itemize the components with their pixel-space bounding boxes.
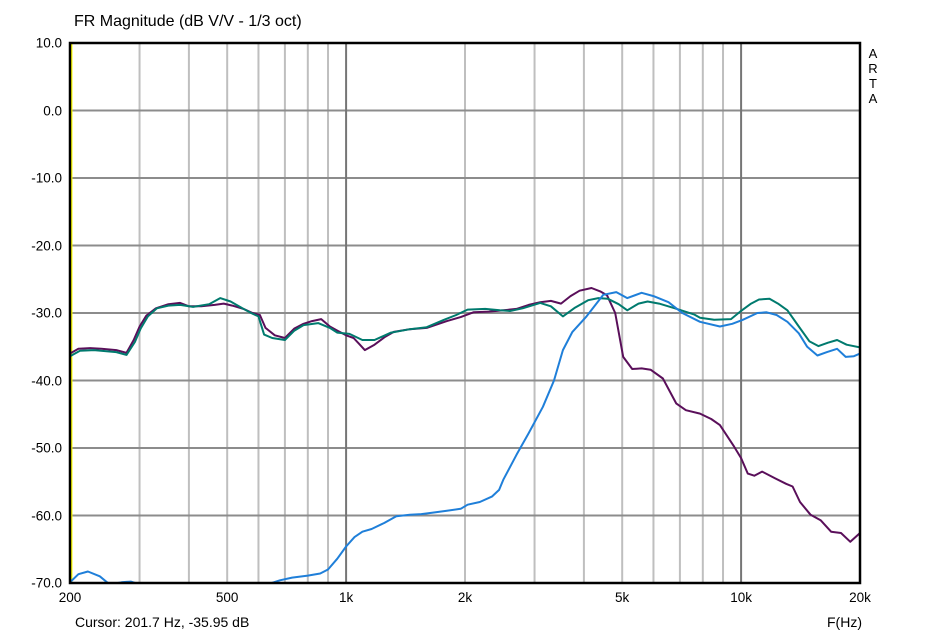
- y-tick-label: -20.0: [31, 238, 62, 253]
- y-tick-label: -10.0: [31, 170, 62, 186]
- y-tick-label: 0.0: [43, 103, 62, 118]
- frequency-axis-label: F(Hz): [827, 614, 862, 630]
- plot-border: [68, 41, 862, 585]
- x-tick-label: 20k: [849, 590, 871, 605]
- x-tick-label: 2k: [457, 590, 473, 605]
- x-tick-label: 1k: [338, 590, 354, 605]
- x-tick-label: 5k: [615, 590, 630, 605]
- y-tick-label: -60.0: [31, 508, 62, 523]
- x-tick-label: 500: [215, 590, 239, 605]
- teal-curve: [70, 297, 860, 358]
- cursor-readout: Cursor: 201.7 Hz, -35.95 dB: [75, 614, 250, 630]
- y-tick-label: -70.0: [31, 575, 62, 591]
- y-tick-label: 10.0: [35, 35, 62, 51]
- y-tick-label: -50.0: [31, 440, 62, 456]
- y-tick-label: -40.0: [31, 373, 62, 388]
- y-tick-label: -30.0: [31, 305, 62, 321]
- chart-title: FR Magnitude (dB V/V - 1/3 oct): [74, 13, 302, 30]
- arta-watermark: A R T A: [868, 46, 878, 106]
- x-tick-label: 200: [58, 590, 82, 605]
- x-tick-label: 10k: [730, 590, 752, 605]
